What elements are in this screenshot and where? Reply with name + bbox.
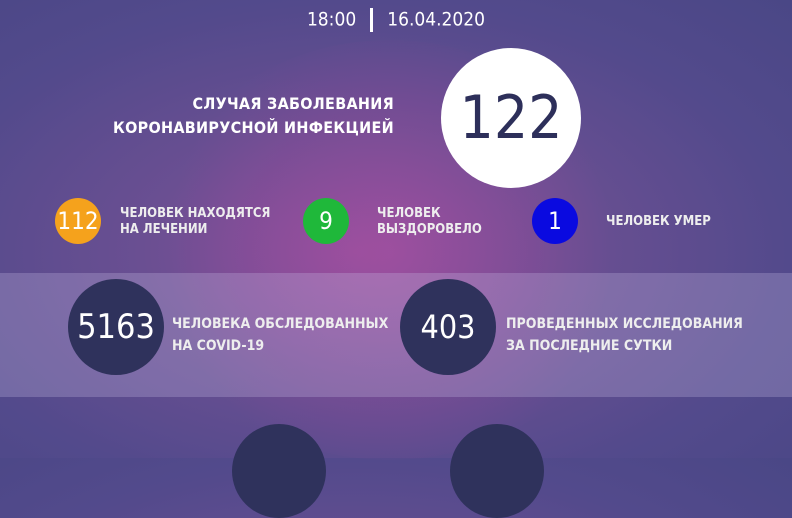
bottom-circle-right (450, 424, 544, 518)
date: 16.04.2020 (387, 8, 486, 31)
bottom-circle-left (232, 424, 326, 518)
tests-last-day-label: ПРОВЕДЕННЫХ ИССЛЕДОВАНИЯ ЗА ПОСЛЕДНИЕ СУТ… (506, 316, 743, 354)
in-treatment-circle: 112 (55, 198, 101, 244)
recovered-circle: 9 (303, 198, 349, 244)
deaths-label: ЧЕЛОВЕК УМЕР (606, 214, 711, 229)
header: 18:00 16.04.2020 (0, 8, 792, 32)
in-treatment-label: ЧЕЛОВЕК НАХОДЯТСЯ НА ЛЕЧЕНИИ (120, 206, 271, 237)
time: 18:00 (306, 8, 357, 31)
tested-people-circle: 5163 (68, 279, 164, 375)
tests-last-day-circle: 403 (400, 279, 496, 375)
total-label: СЛУЧАЯ ЗАБОЛЕВАНИЯ КОРОНАВИРУСНОЙ ИНФЕКЦ… (113, 92, 394, 140)
total-label-line2: КОРОНАВИРУСНОЙ ИНФЕКЦИЕЙ (113, 118, 394, 137)
deaths-circle: 1 (532, 198, 578, 244)
divider (370, 8, 374, 32)
total-cases-circle: 122 (441, 48, 581, 188)
tested-people-label: ЧЕЛОВЕКА ОБСЛЕДОВАННЫХ НА COVID-19 (172, 316, 389, 354)
total-label-line1: СЛУЧАЯ ЗАБОЛЕВАНИЯ (192, 94, 394, 113)
recovered-label: ЧЕЛОВЕК ВЫЗДОРОВЕЛО (377, 206, 482, 237)
